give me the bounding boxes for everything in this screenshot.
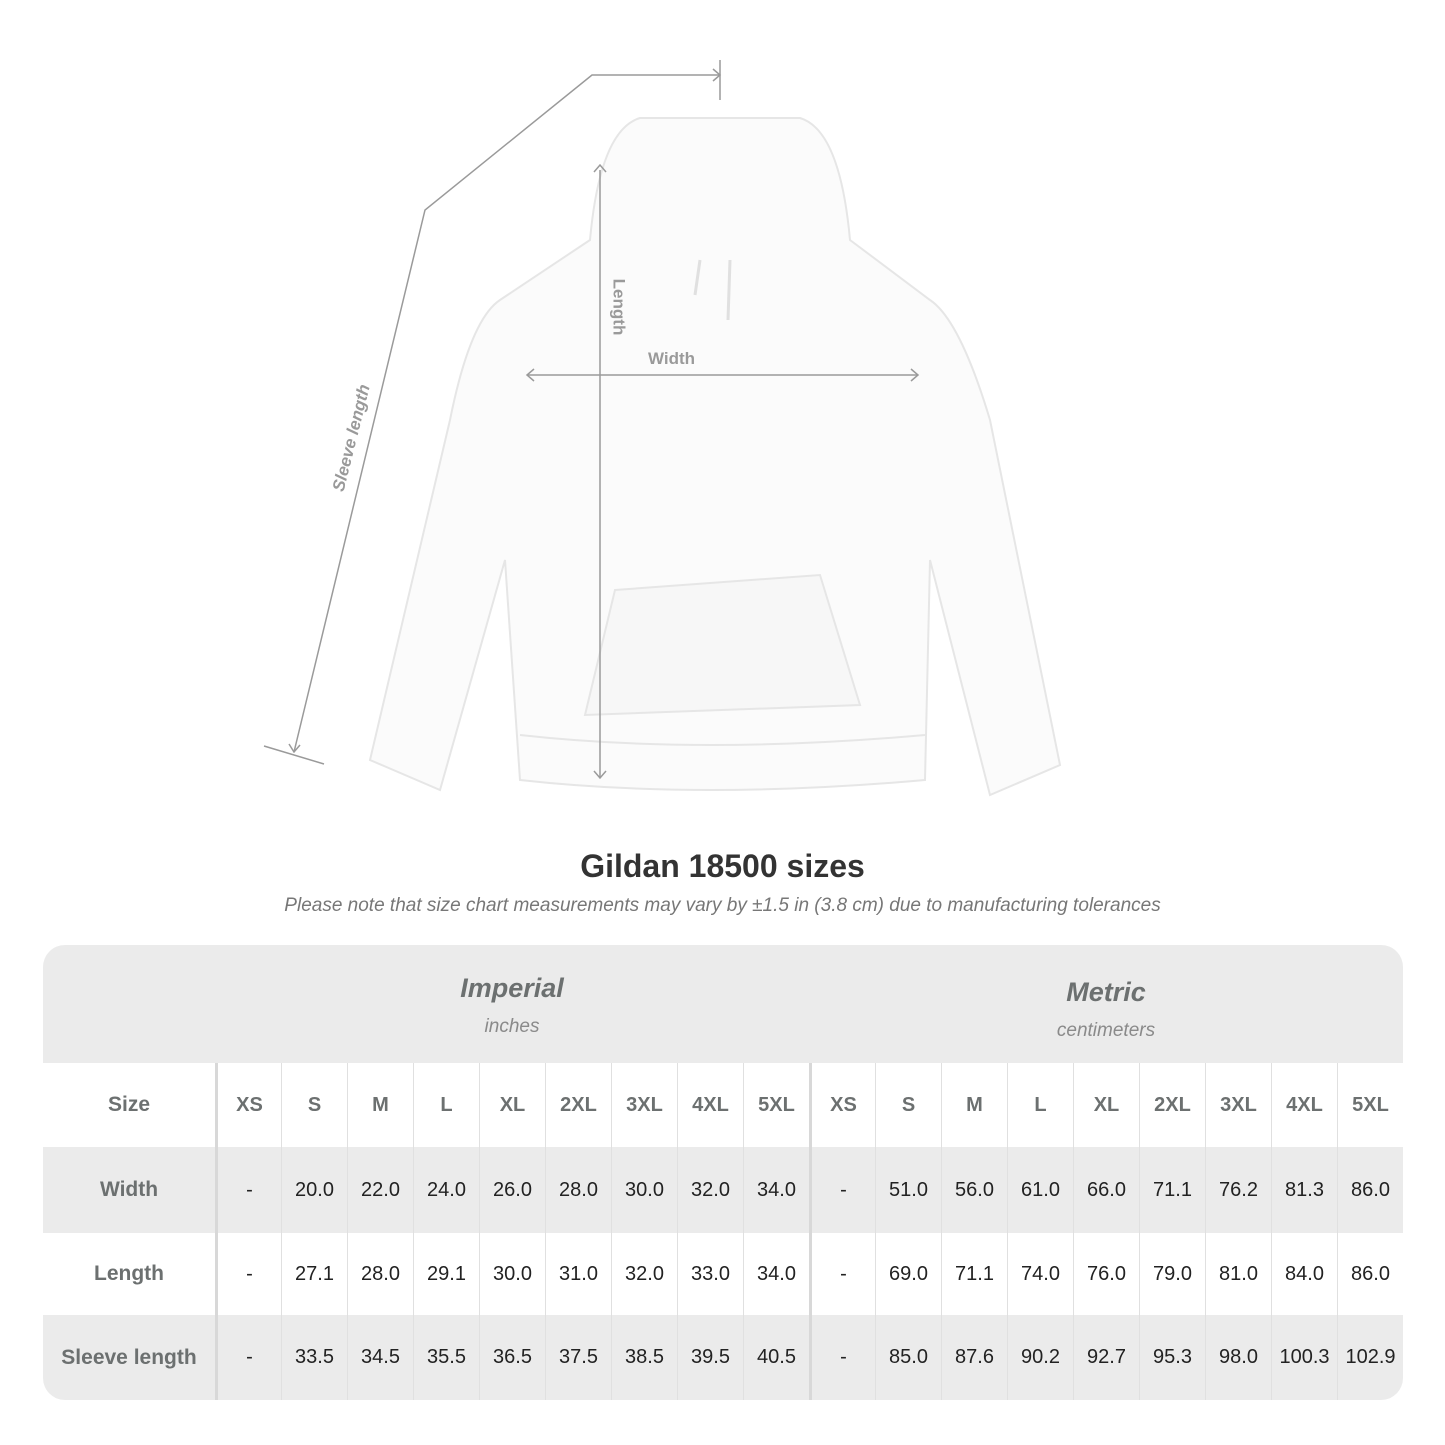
value-cell: 32.0	[611, 1233, 677, 1315]
metric-header: Metric centimeters	[809, 977, 1403, 1042]
size-header-cell: 5XL	[743, 1063, 809, 1147]
value-cell: 98.0	[1205, 1315, 1271, 1400]
value-cell: 102.9	[1337, 1315, 1403, 1400]
value-cell: 51.0	[875, 1147, 941, 1233]
size-header-cell: XS	[215, 1063, 281, 1147]
value-cell: 30.0	[611, 1147, 677, 1233]
size-header-cell: 3XL	[1205, 1063, 1271, 1147]
size-header-cell: 3XL	[611, 1063, 677, 1147]
value-cell: 86.0	[1337, 1233, 1403, 1315]
tolerance-note: Please note that size chart measurements…	[284, 895, 1161, 916]
value-cell: 22.0	[347, 1147, 413, 1233]
value-cell: 71.1	[1139, 1147, 1205, 1233]
size-header-cell: 4XL	[677, 1063, 743, 1147]
table-row: Width -20.0 22.0 24.0 26.0 28.0 30.0 32.0 34.0-5…	[43, 1147, 1403, 1233]
size-header-cell: XS	[809, 1063, 875, 1147]
value-cell: 61.0	[1007, 1147, 1073, 1233]
value-cell: 100.3	[1271, 1315, 1337, 1400]
value-cell: 40.5	[743, 1315, 809, 1400]
table-row: Sleeve length -33.5 34.5 35.5 36.5 37.5 38.5 39…	[43, 1315, 1403, 1400]
value-cell: 24.0	[413, 1147, 479, 1233]
value-cell: -	[809, 1233, 875, 1315]
value-cell: 34.0	[743, 1147, 809, 1233]
value-cell: -	[809, 1147, 875, 1233]
imperial-unit: inches	[484, 1016, 540, 1037]
length-label: Length	[609, 278, 629, 336]
size-header-cell: L	[1007, 1063, 1073, 1147]
size-header-cell: 5XL	[1337, 1063, 1403, 1147]
metric-unit: centimeters	[1056, 1020, 1156, 1041]
value-cell: 29.1	[413, 1233, 479, 1315]
size-header-cell: XL	[1073, 1063, 1139, 1147]
size-header-cell: XL	[479, 1063, 545, 1147]
value-cell: 79.0	[1139, 1233, 1205, 1315]
size-header-cell: S	[281, 1063, 347, 1147]
value-cell: 69.0	[875, 1233, 941, 1315]
value-cell: 92.7	[1073, 1315, 1139, 1400]
value-cell: 34.5	[347, 1315, 413, 1400]
size-table: Imperial inches Metric centimeters Size X…	[43, 945, 1403, 1400]
row-label: Length	[94, 1262, 164, 1285]
value-cell: 36.5	[479, 1315, 545, 1400]
metric-title: Metric	[1066, 977, 1146, 1007]
size-header-cell: 2XL	[1139, 1063, 1205, 1147]
value-cell: -	[215, 1147, 281, 1233]
value-cell: 76.2	[1205, 1147, 1271, 1233]
value-cell: 74.0	[1007, 1233, 1073, 1315]
value-cell: 20.0	[281, 1147, 347, 1233]
row-label: Width	[99, 1178, 159, 1201]
value-cell: 26.0	[479, 1147, 545, 1233]
value-cell: 84.0	[1271, 1233, 1337, 1315]
table-row: Length -27.1 28.0 29.1 30.0 31.0 32.0 33.0 34.0-…	[43, 1233, 1403, 1315]
row-label: Size	[107, 1093, 151, 1116]
size-header-row: Size XS S M L XL 2XL 3XL 4XL 5XL XS S M L XL 2XL 3XL 4XL 5…	[43, 1063, 1403, 1147]
imperial-header: Imperial inches	[215, 973, 809, 1038]
hoodie-image	[368, 117, 1062, 797]
value-cell: 71.1	[941, 1233, 1007, 1315]
value-cell: 90.2	[1007, 1315, 1073, 1400]
value-cell: 95.3	[1139, 1315, 1205, 1400]
size-header-cell: S	[875, 1063, 941, 1147]
value-cell: 31.0	[545, 1233, 611, 1315]
value-cell: -	[215, 1233, 281, 1315]
value-cell: 86.0	[1337, 1147, 1403, 1233]
value-cell: 76.0	[1073, 1233, 1139, 1315]
value-cell: 81.0	[1205, 1233, 1271, 1315]
value-cell: 33.0	[677, 1233, 743, 1315]
value-cell: 28.0	[347, 1233, 413, 1315]
table-header	[43, 945, 1403, 1063]
page-title: Gildan 18500 sizes	[580, 848, 865, 884]
size-header-cell: M	[941, 1063, 1007, 1147]
value-cell: -	[215, 1315, 281, 1400]
value-cell: 37.5	[545, 1315, 611, 1400]
value-cell: 33.5	[281, 1315, 347, 1400]
size-header-cell: L	[413, 1063, 479, 1147]
hoodie-illustration	[263, 60, 1062, 797]
value-cell: 27.1	[281, 1233, 347, 1315]
value-cell: 32.0	[677, 1147, 743, 1233]
size-header-cell: 4XL	[1271, 1063, 1337, 1147]
size-header-cell: M	[347, 1063, 413, 1147]
measure-lines	[263, 60, 920, 780]
value-cell: 39.5	[677, 1315, 743, 1400]
value-cell: 34.0	[743, 1233, 809, 1315]
value-cell: 66.0	[1073, 1147, 1139, 1233]
value-cell: 56.0	[941, 1147, 1007, 1233]
row-label: Sleeve length	[61, 1345, 197, 1369]
value-cell: 35.5	[413, 1315, 479, 1400]
size-header-cell: 2XL	[545, 1063, 611, 1147]
value-cell: 87.6	[941, 1315, 1007, 1400]
value-cell: 30.0	[479, 1233, 545, 1315]
value-cell: -	[809, 1315, 875, 1400]
imperial-title: Imperial	[460, 973, 564, 1003]
value-cell: 28.0	[545, 1147, 611, 1233]
value-cell: 81.3	[1271, 1147, 1337, 1233]
value-cell: 38.5	[611, 1315, 677, 1400]
value-cell: 85.0	[875, 1315, 941, 1400]
width-label: Width	[648, 349, 696, 368]
hoodie-drawstring	[693, 259, 732, 321]
